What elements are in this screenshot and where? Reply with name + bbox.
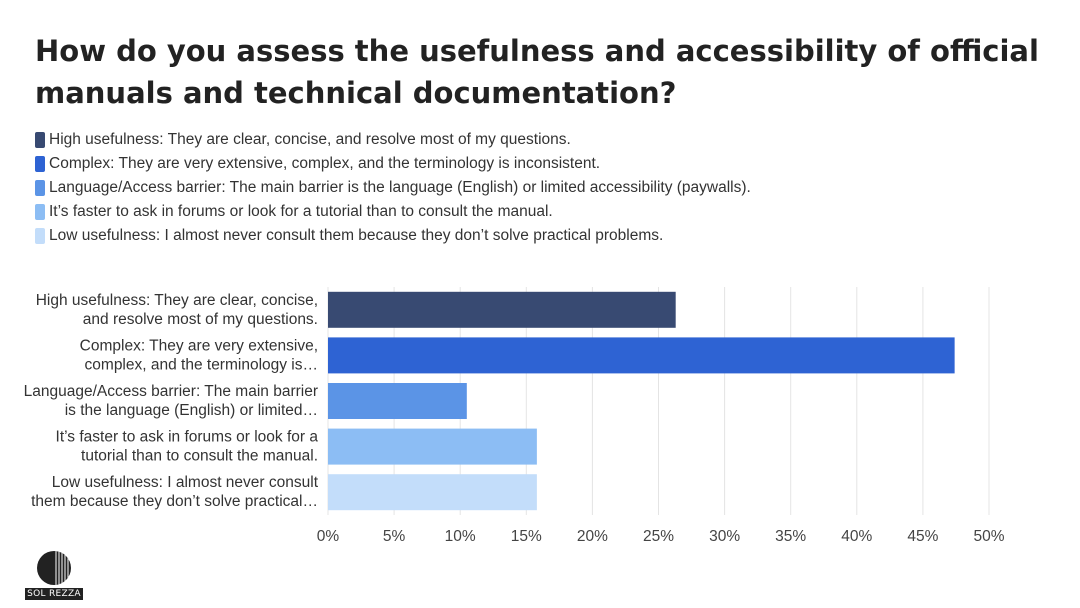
bar: [328, 291, 676, 328]
legend-item: High usefulness: They are clear, concise…: [35, 128, 751, 152]
category-label: Low usefulness: I almost never consult th…: [31, 474, 319, 510]
x-tick-label: 50%: [973, 528, 1004, 545]
x-tick-label: 5%: [383, 528, 406, 545]
legend-label: Low usefulness: I almost never consult t…: [49, 227, 664, 244]
logo-text: SOL REZZA: [25, 588, 83, 600]
x-tick-label: 30%: [709, 528, 740, 545]
category-label: Language/Access barrier: The main barrie…: [24, 383, 318, 419]
legend-label: Complex: They are very extensive, comple…: [49, 155, 601, 172]
legend-item: Low usefulness: I almost never consult t…: [35, 224, 751, 248]
x-tick-label: 40%: [841, 528, 872, 545]
chart-title: How do you assess the usefulness and acc…: [35, 34, 1039, 110]
sol-rezza-logo: SOL REZZA: [25, 550, 83, 600]
legend-label: High usefulness: They are clear, concise…: [49, 131, 571, 148]
category-label: High usefulness: They are clear, concise…: [36, 292, 318, 328]
legend-swatch: [35, 204, 45, 220]
legend-swatch: [35, 132, 45, 148]
x-tick-label: 25%: [643, 528, 674, 545]
category-label: It’s faster to ask in forums or look for…: [56, 429, 319, 465]
x-tick-label: 45%: [907, 528, 938, 545]
legend-swatch: [35, 228, 45, 244]
chart-legend: High usefulness: They are clear, concise…: [35, 128, 751, 248]
x-tick-label: 0%: [317, 528, 340, 545]
bar: [328, 428, 537, 465]
legend-item: It’s faster to ask in forums or look for…: [35, 200, 751, 224]
bar: [328, 383, 467, 419]
legend-item: Language/Access barrier: The main barrie…: [35, 176, 751, 200]
bar: [328, 474, 537, 511]
legend-swatch: [35, 180, 45, 196]
category-label: Complex: They are very extensive, complex…: [80, 337, 318, 373]
legend-label: Language/Access barrier: The main barrie…: [49, 179, 751, 196]
logo-mark-icon: [37, 551, 71, 585]
bar: [328, 337, 955, 374]
legend-item: Complex: They are very extensive, comple…: [35, 152, 751, 176]
x-tick-label: 35%: [775, 528, 806, 545]
x-tick-label: 15%: [511, 528, 542, 545]
legend-label: It’s faster to ask in forums or look for…: [49, 203, 553, 220]
legend-swatch: [35, 156, 45, 172]
x-tick-label: 20%: [577, 528, 608, 545]
x-tick-label: 10%: [445, 528, 476, 545]
